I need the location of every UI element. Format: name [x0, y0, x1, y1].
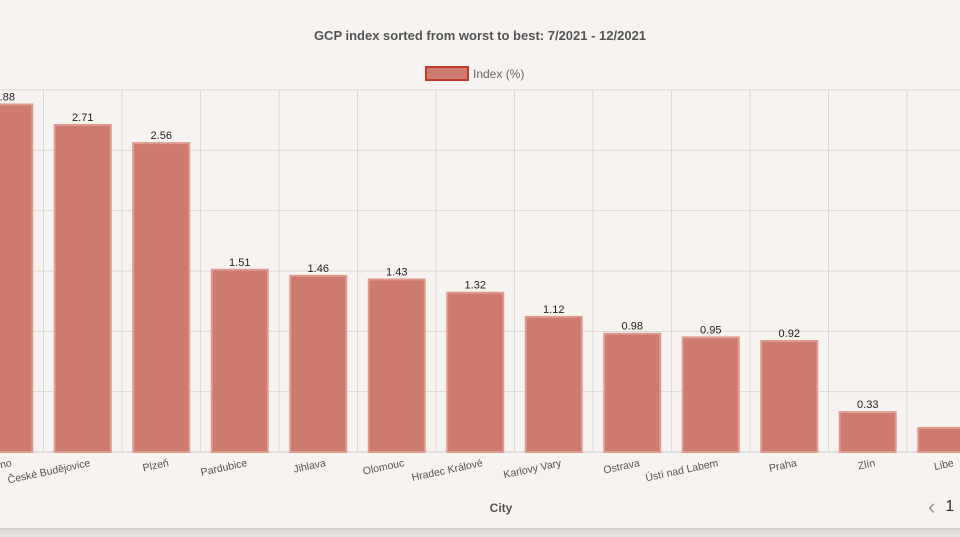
x-tick-label: Hradec Králové: [411, 457, 484, 484]
data-label: 0.92: [779, 328, 800, 340]
x-tick-label: Jihlava: [292, 457, 327, 476]
x-axis-title: City: [490, 501, 513, 515]
x-tick-label: Ostrava: [602, 457, 641, 476]
data-label: 1.43: [386, 266, 407, 278]
chevron-left-icon[interactable]: ‹: [928, 494, 936, 519]
data-label: 2.88: [0, 91, 15, 103]
data-label: 1.32: [465, 280, 486, 292]
bar: [838, 411, 897, 453]
data-label: 2.71: [72, 112, 93, 124]
page-number: 1: [945, 498, 955, 515]
bar: [0, 103, 34, 453]
chart-title: GCP index sorted from worst to best: 7/2…: [314, 28, 646, 43]
data-label: 0.98: [622, 321, 643, 333]
bar: [53, 123, 112, 453]
x-tick-label: Pardubice: [200, 457, 249, 479]
data-label: 1.46: [308, 263, 329, 275]
x-tick-label: Brno: [0, 457, 13, 473]
data-label: 1.51: [229, 257, 250, 269]
legend-label: Index (%): [473, 67, 524, 81]
data-label: 2.56: [151, 130, 172, 142]
x-tick-label: Olomouc: [362, 457, 406, 477]
x-tick-label: České Budějovice: [6, 456, 91, 486]
data-label: 0.95: [700, 324, 721, 336]
bar: [210, 268, 269, 453]
x-tick-label: Karlovy Vary: [502, 457, 563, 481]
bar: [524, 315, 583, 453]
bar: [446, 291, 505, 453]
x-tick-label: Plzeň: [142, 457, 170, 474]
pagination: ‹ 1: [928, 496, 954, 518]
legend-swatch: [425, 66, 469, 81]
bar: [367, 278, 426, 453]
x-tick-label: Zlín: [857, 457, 877, 472]
x-tick-label: Ústí nad Labem: [644, 456, 719, 484]
bar: [132, 142, 191, 454]
bar: [917, 426, 960, 454]
bar: [681, 336, 740, 453]
data-label: 1.12: [543, 304, 564, 316]
bar: [603, 332, 662, 454]
x-tick-label: Libe: [933, 457, 955, 473]
data-label: 0.33: [857, 399, 878, 411]
x-tick-label: Praha: [768, 457, 798, 475]
bar: [760, 339, 819, 453]
bar: [289, 274, 348, 453]
